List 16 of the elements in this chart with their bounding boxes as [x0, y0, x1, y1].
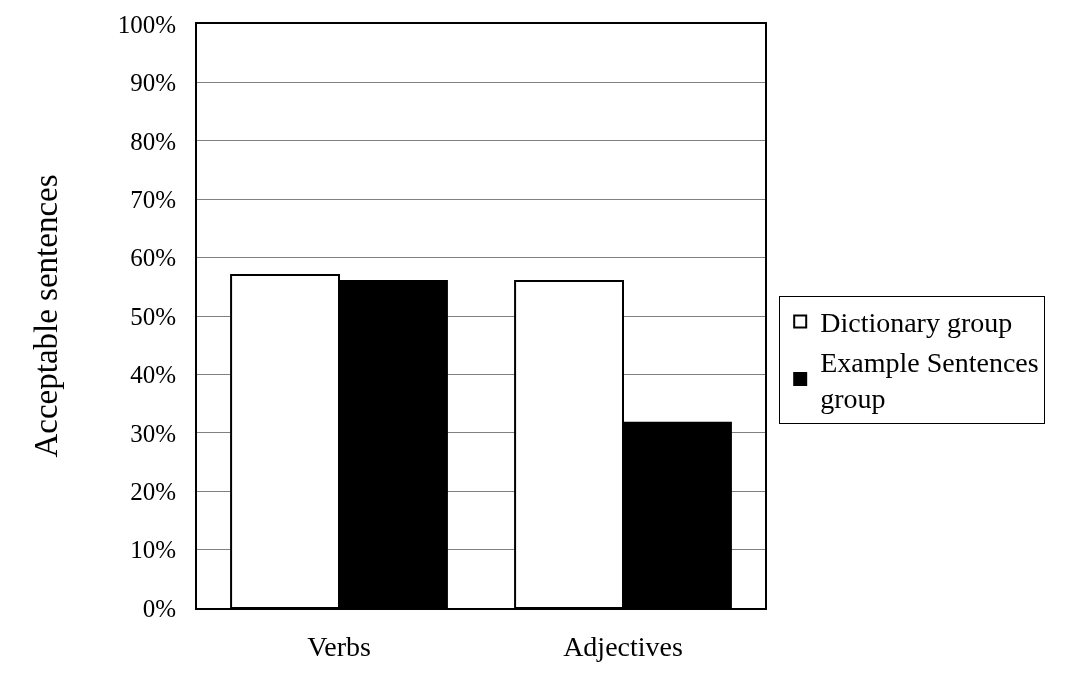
y-tick-label: 30% — [130, 419, 176, 447]
legend-label: Example Sentences group — [820, 346, 1039, 415]
y-tick-label: 10% — [130, 536, 176, 564]
y-tick-label: 20% — [130, 477, 176, 505]
y-axis-title: Acceptable sentences — [28, 174, 65, 458]
y-tick-label: 0% — [142, 594, 176, 622]
y-tick-label: 80% — [130, 127, 176, 155]
y-tick-label: 70% — [130, 185, 176, 213]
y-tick-label: 40% — [130, 361, 176, 389]
legend-label: Dictionary group — [820, 307, 1013, 339]
x-tick-label: Adjectives — [563, 630, 683, 662]
y-tick-label: 90% — [130, 69, 176, 97]
y-tick-label: 60% — [130, 244, 176, 272]
y-tick-label: 50% — [130, 302, 176, 330]
x-tick-label: Verbs — [307, 630, 371, 662]
y-tick-label: 100% — [117, 10, 176, 38]
